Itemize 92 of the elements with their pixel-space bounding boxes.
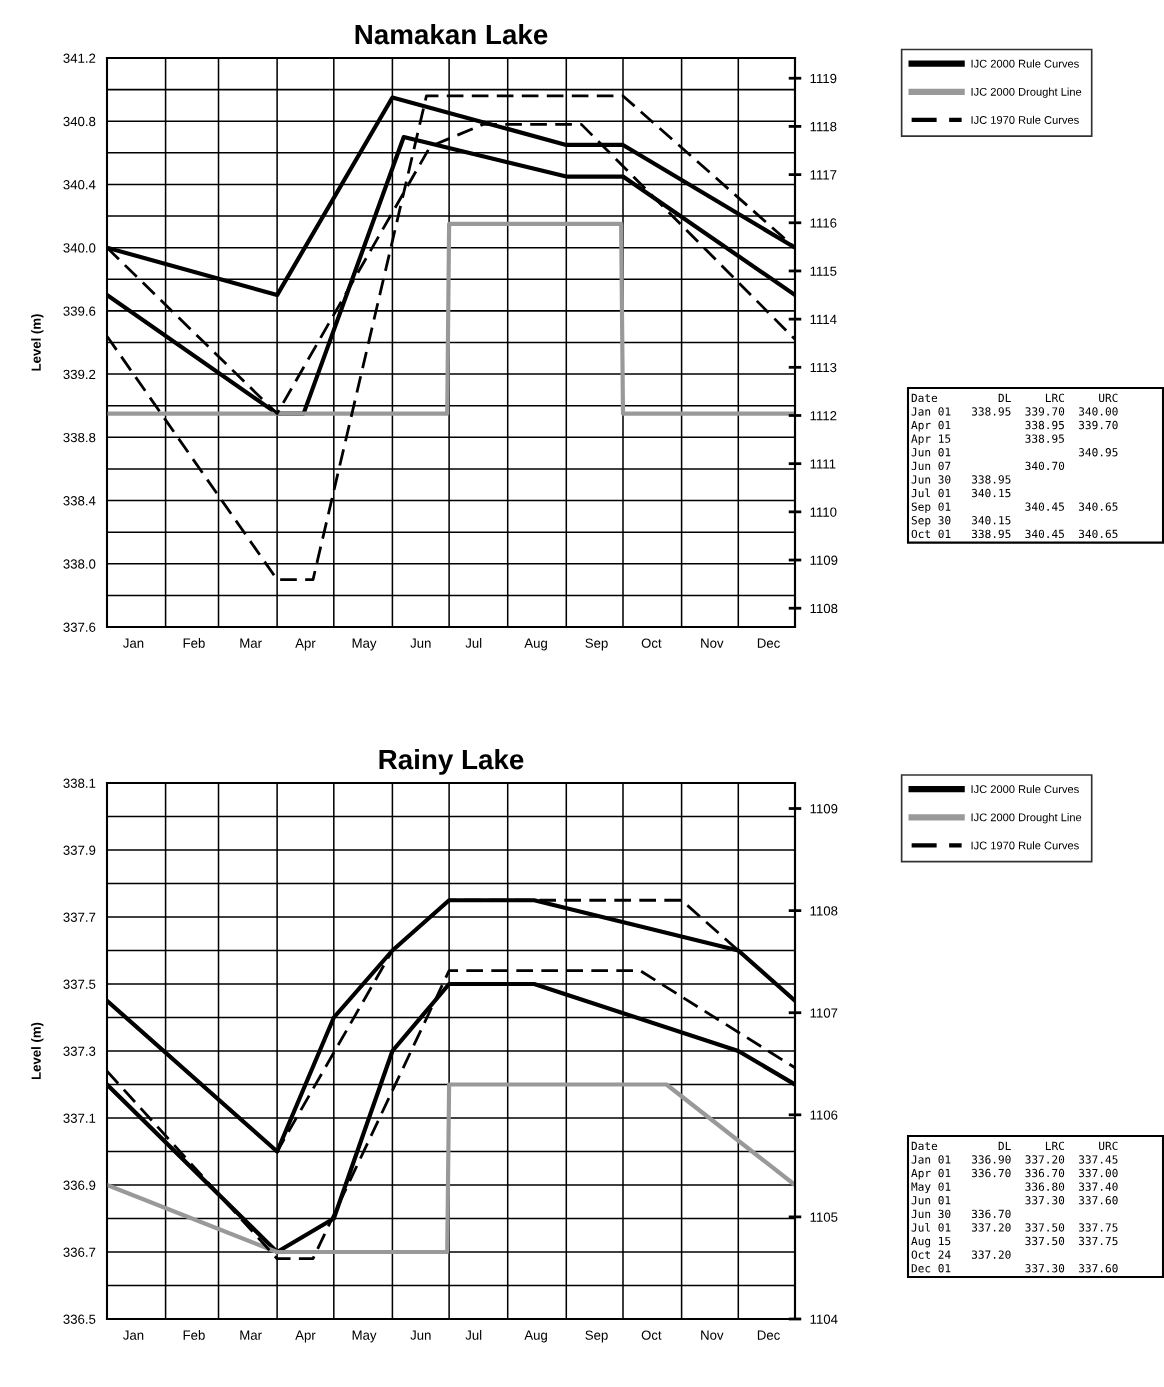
- text: Date DL LRC URC: [911, 1141, 1118, 1151]
- y-tick-label: 338.8: [63, 432, 96, 443]
- y2-tick-label: 1112: [810, 411, 837, 421]
- y-tick-label: 336.5: [63, 1314, 96, 1324]
- y-tick-label: 336.7: [63, 1247, 96, 1257]
- y-tick-label: 338.1: [63, 778, 96, 788]
- x-tick-label: Oct: [641, 1330, 662, 1340]
- legend-label: IJC 2000 Rule Curves: [971, 59, 1079, 68]
- legend-label: IJC 2000 Drought Line: [971, 813, 1082, 824]
- chart-title: Namakan Lake: [355, 23, 548, 45]
- text: Jun 01 337.30 337.60: [911, 1196, 1118, 1205]
- y2-tick-label: 1105: [810, 1212, 838, 1222]
- text: Apr 01 336.70 336.70 337.00: [911, 1168, 1118, 1180]
- x-tick-label: Dec: [757, 1330, 780, 1340]
- y2-tick-label: 1118: [810, 121, 837, 132]
- y-tick-label: 340.8: [63, 116, 96, 127]
- y-tick-label: 338.0: [63, 559, 96, 569]
- legend-label: IJC 1970 Rule Curves: [971, 115, 1079, 124]
- text: Apr 01 338.95 339.70: [911, 420, 1118, 432]
- y-tick-label: 337.5: [63, 979, 96, 989]
- y2-tick-label: 1104: [810, 1314, 838, 1324]
- x-tick-label: Apr: [295, 1330, 316, 1343]
- legend-label: IJC 2000 Rule Curves: [971, 784, 1079, 794]
- x-tick-label: Sep: [585, 1330, 608, 1343]
- text: Jun 30 338.95: [911, 475, 1011, 484]
- x-tick-label: May: [352, 638, 377, 651]
- y2-tick-label: 1119: [810, 73, 837, 84]
- legend-label: IJC 2000 Drought Line: [971, 87, 1082, 98]
- y-axis-title: Level (m): [31, 1022, 44, 1080]
- legend-label: IJC 1970 Rule Curves: [971, 841, 1079, 850]
- y-tick-label: 336.9: [63, 1180, 96, 1190]
- text: Jul 01 340.15: [911, 488, 1011, 498]
- x-tick-label: Jul: [465, 1330, 482, 1340]
- x-tick-label: Aug: [524, 638, 547, 651]
- y2-tick-label: 1117: [810, 170, 837, 180]
- y-tick-label: 339.6: [63, 306, 96, 316]
- y2-tick-label: 1113: [810, 362, 837, 373]
- y-tick-label: 341.2: [63, 53, 96, 63]
- y2-tick-label: 1107: [810, 1008, 838, 1018]
- chart-title: Rainy Lake: [379, 748, 524, 775]
- text: Aug 15 337.50 337.75: [911, 1236, 1118, 1248]
- text: Jun 30 336.70: [911, 1209, 1011, 1219]
- text: Jul 01 337.20 337.50 337.75: [911, 1222, 1118, 1232]
- x-tick-label: Apr: [295, 638, 316, 651]
- x-tick-label: Nov: [701, 638, 724, 648]
- text: Apr 15 338.95: [911, 434, 1064, 446]
- y-tick-label: 340.0: [63, 243, 96, 253]
- y2-tick-label: 1108: [810, 603, 838, 614]
- x-tick-label: Jan: [123, 1330, 144, 1340]
- y2-tick-label: 1116: [810, 218, 837, 228]
- y2-tick-label: 1109: [810, 804, 838, 814]
- x-tick-label: Sep: [585, 638, 608, 651]
- x-tick-label: Jan: [123, 638, 144, 648]
- x-tick-label: Feb: [183, 638, 205, 648]
- x-tick-label: Jul: [465, 638, 482, 648]
- text: Jan 01 338.95 339.70 340.00: [911, 407, 1118, 416]
- y-tick-label: 338.4: [63, 496, 96, 506]
- text: Jun 01 340.95: [911, 448, 1118, 457]
- y2-tick-label: 1115: [810, 266, 837, 276]
- x-tick-label: Jun: [410, 1330, 431, 1340]
- text: May 01 336.80 337.40: [911, 1182, 1118, 1194]
- text: Jan 01 336.90 337.20 337.45: [911, 1155, 1118, 1164]
- y-tick-label: 337.1: [63, 1113, 96, 1123]
- y2-tick-label: 1108: [810, 906, 838, 916]
- x-tick-label: Dec: [757, 638, 780, 648]
- y-tick-label: 337.6: [63, 622, 96, 632]
- text: Jun 07 340.70: [911, 461, 1065, 471]
- y2-tick-label: 1110: [810, 507, 837, 517]
- y-tick-label: 337.9: [63, 845, 96, 855]
- y-tick-label: 339.2: [63, 369, 96, 380]
- y2-tick-label: 1111: [810, 459, 836, 469]
- x-tick-label: May: [352, 1330, 377, 1343]
- x-tick-label: Feb: [183, 1330, 205, 1340]
- x-tick-label: Aug: [524, 1330, 547, 1343]
- text: Sep 01 340.45 340.65: [911, 502, 1118, 514]
- text: Sep 30 340.15: [911, 516, 1011, 527]
- text: Date DL LRC URC: [911, 393, 1118, 403]
- text: Oct 01 338.95 340.45 340.65: [911, 529, 1118, 539]
- x-tick-label: Mar: [240, 1330, 262, 1340]
- x-tick-label: Jun: [410, 638, 431, 648]
- x-tick-label: Oct: [641, 638, 662, 648]
- y2-tick-label: 1109: [810, 555, 838, 565]
- x-tick-label: Nov: [701, 1330, 724, 1340]
- y2-tick-label: 1114: [810, 314, 837, 324]
- y-tick-label: 337.3: [63, 1046, 96, 1056]
- text: Oct 24 337.20: [911, 1250, 1011, 1259]
- y-axis-title: Level (m): [31, 314, 44, 371]
- y2-tick-label: 1106: [810, 1110, 838, 1120]
- x-tick-label: Mar: [240, 638, 262, 648]
- y-tick-label: 337.7: [63, 912, 96, 922]
- text: Dec 01 337.30 337.60: [911, 1264, 1118, 1273]
- y-tick-label: 340.4: [63, 180, 96, 190]
